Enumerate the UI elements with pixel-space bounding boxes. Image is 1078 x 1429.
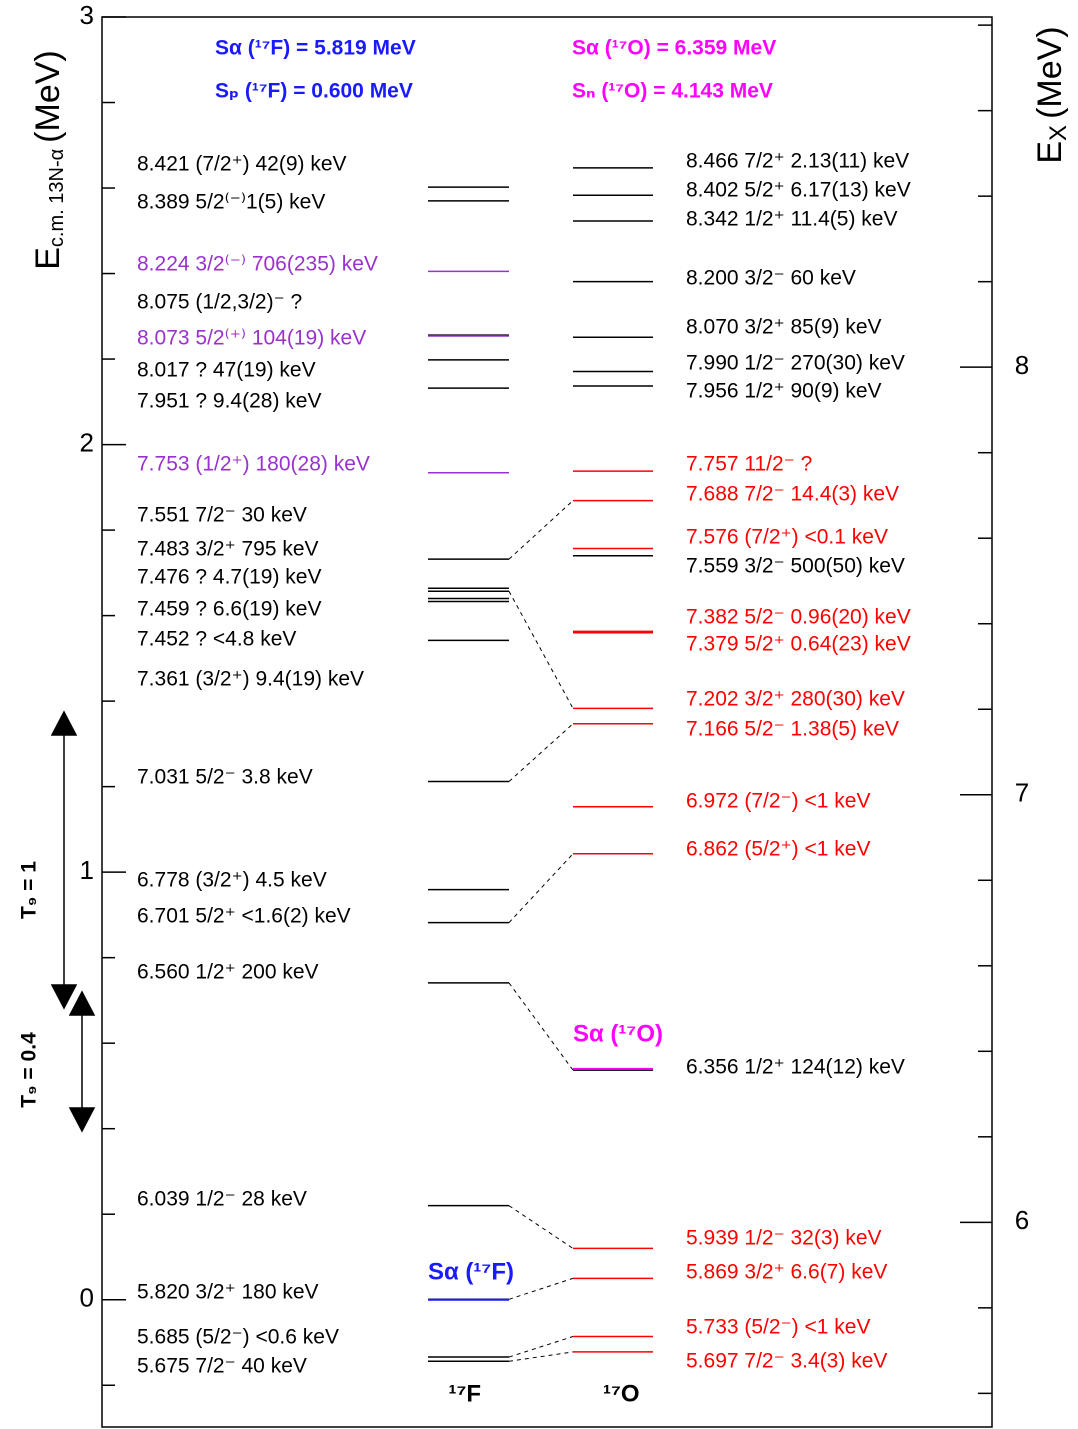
level-label: 7.559 3/2⁻ 500(50) keV [686,555,905,578]
level-label: 7.576 (7/2⁺) <0.1 keV [686,526,888,549]
axis-title-main: E [1031,141,1069,164]
level-label: 6.560 1/2⁺ 200 keV [137,961,319,984]
left-axis-title: Ec.m. 13N-α (MeV) [29,50,68,270]
level-label: 6.972 (7/2⁻) <1 keV [686,790,870,813]
level-label: 7.753 (1/2⁺) 180(28) keV [137,453,370,476]
y2-tick-label: 7 [1015,778,1029,808]
level-label: 7.379 5/2⁺ 0.64(23) keV [686,633,911,656]
level-label: 8.402 5/2⁺ 6.17(13) keV [686,179,911,202]
mirror-connector [508,853,574,923]
level-label: 7.361 (3/2⁺) 9.4(19) keV [137,668,364,691]
level-label: 8.466 7/2⁺ 2.13(11) keV [686,150,909,173]
level-label: 8.389 5/2⁽⁻⁾1(5) keV [137,191,325,214]
level-label: 6.039 1/2⁻ 28 keV [137,1188,307,1211]
mirror-connector [508,1351,574,1362]
mirror-connector [508,1336,574,1358]
axis-title-main: E [29,247,67,270]
axis-title-unit: (MeV) [29,50,67,143]
level-label: 8.075 (1/2,3/2)⁻ ? [137,291,302,314]
level-label: 8.073 5/2⁽⁺⁾ 104(19) keV [137,327,366,350]
level-label: 7.757 11/2⁻ ? [686,453,812,476]
y-tick-label: 2 [80,427,94,457]
axis-title-sub: X [1045,125,1072,141]
level-label: 7.166 5/2⁻ 1.38(5) keV [686,718,899,741]
y-tick-label: 1 [80,855,94,885]
mirror-connector [508,1277,574,1300]
temperature-label: T₉ = 1 [18,861,41,919]
right-axis-title: EX (MeV) [1031,26,1072,163]
temperature-arrows [50,710,96,1133]
threshold-label: Sα (¹⁷O) = 6.359 MeV [572,37,776,60]
y2-tick-label: 8 [1015,350,1029,380]
level-label: 7.551 7/2⁻ 30 keV [137,504,307,527]
level-label: 7.476 ? 4.7(19) keV [137,566,321,589]
arrow-head [50,984,78,1010]
level-label: 8.342 1/2⁺ 11.4(5) keV [686,208,898,231]
column-label: ¹⁷F [449,1380,482,1407]
level-label: 6.356 1/2⁺ 124(12) keV [686,1056,905,1079]
level-label: 8.421 (7/2⁺) 42(9) keV [137,153,347,176]
frame [101,16,993,1428]
level-label: 7.202 3/2⁺ 280(30) keV [686,688,905,711]
level-label: 7.459 ? 6.6(19) keV [137,598,321,621]
mirror-connector [508,500,574,560]
temperature-label: T₉ = 0.4 [18,1032,41,1108]
mirror-connector [508,1205,574,1249]
level-label: 7.483 3/2⁺ 795 keV [137,538,319,561]
mirror-connector [508,590,574,709]
level-label: 6.701 5/2⁺ <1.6(2) keV [137,905,351,928]
threshold-label: Sα (¹⁷F) = 5.819 MeV [215,37,416,60]
column-label: ¹⁷O [603,1380,640,1407]
threshold-line-label: Sα (¹⁷O) [573,1020,663,1047]
level-label: 5.675 7/2⁻ 40 keV [137,1355,307,1378]
level-label: 8.224 3/2⁽⁻⁾ 706(235) keV [137,253,378,276]
axis-title-sub: c.m. 13N-α [46,149,68,247]
threshold-line-label: Sα (¹⁷F) [428,1258,514,1285]
level-label: 7.382 5/2⁻ 0.96(20) keV [686,606,911,629]
arrow-head [68,990,96,1016]
threshold-label: Sₙ (¹⁷O) = 4.143 MeV [572,80,773,103]
level-label: 5.697 7/2⁻ 3.4(3) keV [686,1350,887,1373]
y2-tick-label: 6 [1015,1205,1029,1235]
y-tick-label: 0 [80,1283,94,1313]
level-label: 6.862 (5/2⁺) <1 keV [686,838,870,861]
level-label: 7.956 1/2⁺ 90(9) keV [686,380,882,403]
mirror-connector [508,982,574,1071]
level-label: 6.778 (3/2⁺) 4.5 keV [137,869,327,892]
level-label: 5.939 1/2⁻ 32(3) keV [686,1227,882,1250]
level-label: 5.685 (5/2⁻) <0.6 keV [137,1326,339,1349]
level-label: 5.869 3/2⁺ 6.6(7) keV [686,1261,887,1284]
arrow-head [50,710,78,736]
level-label: 7.031 5/2⁻ 3.8 keV [137,766,313,789]
level-label: 8.070 3/2⁺ 85(9) keV [686,316,882,339]
level-label: 7.452 ? <4.8 keV [137,628,296,651]
axis-title-unit: (MeV) [1031,26,1069,119]
level-label: 8.017 ? 47(19) keV [137,359,316,382]
level-label: 7.688 7/2⁻ 14.4(3) keV [686,483,899,506]
threshold-label: Sₚ (¹⁷F) = 0.600 MeV [215,80,413,103]
level-label: 5.733 (5/2⁻) <1 keV [686,1316,870,1339]
y-tick-label: 3 [80,0,94,30]
arrow-head [68,1107,96,1133]
mirror-connector [508,723,574,782]
level-label: 5.820 3/2⁺ 180 keV [137,1281,319,1304]
level-label: 7.951 ? 9.4(28) keV [137,390,321,413]
level-label: 7.990 1/2⁻ 270(30) keV [686,352,905,375]
level-label: 8.200 3/2⁻ 60 keV [686,267,856,290]
